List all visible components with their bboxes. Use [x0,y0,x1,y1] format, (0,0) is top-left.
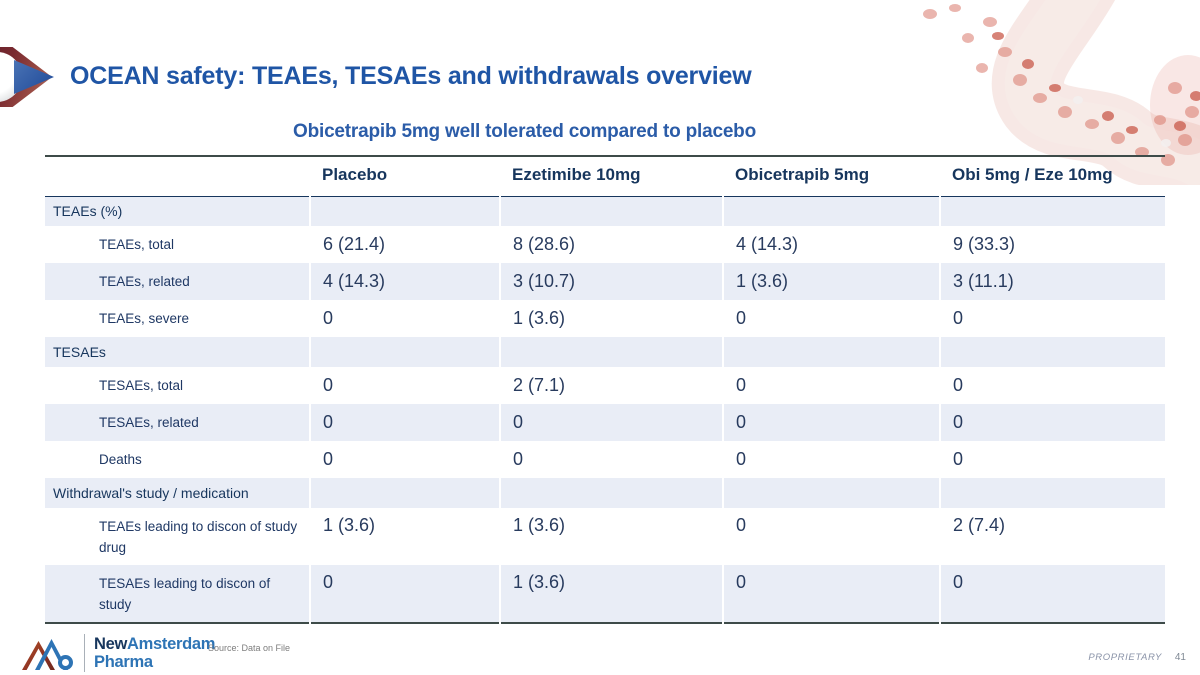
table-section-row: Withdrawal's study / medication [45,478,1165,508]
table-cell [939,478,1165,508]
table-cell: 6 (21.4) [309,226,500,263]
table-cell: 0 [722,300,940,337]
row-label: Deaths [99,452,142,467]
column-header-ezetimibe: Ezetimibe 10mg [500,156,723,197]
table-cell [309,337,500,367]
slide-subtitle: Obicetrapib 5mg well tolerated compared … [293,121,756,142]
table-cell: 2 (7.4) [939,508,1165,565]
page-number: 41 [1174,652,1186,663]
section-label: Withdrawal's study / medication [45,478,310,508]
table-cell: 0 [939,300,1165,337]
table-cell: 0 [722,367,940,404]
table-row: TEAEs, related 4 (14.3) 3 (10.7) 1 (3.6)… [45,263,1165,300]
logo-name-line2: Pharma [94,653,153,671]
table-cell [722,196,940,226]
table-cell [499,196,723,226]
table-cell: 3 (10.7) [499,263,723,300]
row-label: TEAEs, severe [99,311,190,326]
table-cell [939,196,1165,226]
table-header-row: Placebo Ezetimibe 10mg Obicetrapib 5mg O… [45,156,1165,197]
table-cell: 1 (3.6) [309,508,500,565]
row-label: TEAEs, total [99,237,175,252]
table-cell [309,196,500,226]
table-cell: 1 (3.6) [722,263,940,300]
table-cell [499,478,723,508]
table-row: TESAEs, related 0 0 0 0 [45,404,1165,441]
logo-divider [84,634,85,672]
table-cell: 0 [939,441,1165,478]
table-cell: 4 (14.3) [309,263,500,300]
table-cell: 1 (3.6) [499,300,723,337]
table-cell: 0 [722,508,940,565]
table-section-row: TEAEs (%) [45,196,1165,226]
column-header-obicetrapib: Obicetrapib 5mg [723,156,940,197]
column-header-empty [45,156,310,197]
table-cell: 0 [939,367,1165,404]
table-cell: 2 (7.1) [499,367,723,404]
table-cell: 0 [309,404,500,441]
table-row: TEAEs leading to discon of study drug 1 … [45,508,1165,565]
logo-name-part2: Amsterdam [127,635,216,653]
row-label: TEAEs leading to discon of study drug [99,519,298,555]
table-cell: 0 [722,404,940,441]
table-cell [309,478,500,508]
safety-overview-table: Placebo Ezetimibe 10mg Obicetrapib 5mg O… [45,155,1165,624]
proprietary-label: PROPRIETARY [1088,652,1162,663]
table-cell: 9 (33.3) [939,226,1165,263]
row-label: TESAEs leading to discon of study [45,564,310,623]
table-cell: 0 [722,441,940,478]
row-label: TESAEs, total [99,378,184,393]
table-cell: 0 [499,404,723,441]
table-cell: 0 [499,441,723,478]
table-row: TESAEs leading to discon of study 0 1 (3… [45,564,1165,623]
table-row: Deaths 0 0 0 0 [45,441,1165,478]
table-row: TESAEs, total 0 2 (7.1) 0 0 [45,367,1165,404]
column-header-combo: Obi 5mg / Eze 10mg [940,156,1165,197]
logo-name-part1: New [94,635,128,653]
row-label: TEAEs, related [45,263,310,300]
table-cell: 3 (11.1) [939,263,1165,300]
table-cell: 4 (14.3) [722,226,940,263]
table-cell: 0 [309,300,500,337]
table-cell [722,337,940,367]
newamsterdam-pharma-logo: NewAmsterdam Pharma [22,634,215,672]
page-title: OCEAN safety: TEAEs, TESAEs and withdraw… [70,62,752,90]
table-cell [499,337,723,367]
table-cell: 1 (3.6) [499,508,723,565]
table-cell: 8 (28.6) [499,226,723,263]
section-label: TEAEs (%) [45,196,310,226]
section-label: TESAEs [45,337,310,367]
table-cell [939,337,1165,367]
mountain-logo-icon [22,638,74,670]
table-cell: 1 (3.6) [499,564,723,623]
logo-text: NewAmsterdam Pharma [94,635,215,671]
eye-arrow-logo-icon [0,47,62,107]
table-cell: 0 [309,564,500,623]
table-row: TEAEs, total 6 (21.4) 8 (28.6) 4 (14.3) … [45,226,1165,263]
table-cell [722,478,940,508]
source-note: Source: Data on File [208,643,291,653]
table-cell: 0 [939,404,1165,441]
table-cell: 0 [309,367,500,404]
table-cell: 0 [722,564,940,623]
table-section-row: TESAEs [45,337,1165,367]
column-header-placebo: Placebo [310,156,500,197]
table-cell: 0 [939,564,1165,623]
table-cell: 0 [309,441,500,478]
row-label: TESAEs, related [45,404,310,441]
table-row: TEAEs, severe 0 1 (3.6) 0 0 [45,300,1165,337]
